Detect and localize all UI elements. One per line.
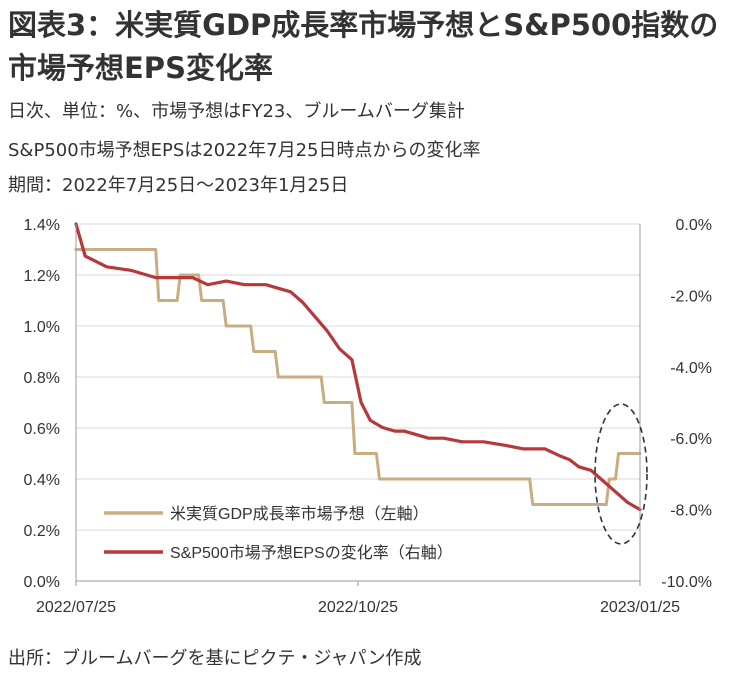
subtitle-eps-note: S&P500市場予想EPSは2022年7月25日時点からの変化率: [8, 140, 481, 161]
y-left-tick-label: 0.2%: [24, 523, 60, 540]
eps-change-line: [74, 222, 642, 512]
source-note: 出所：ブルームバーグを基にピクテ・ジャパン作成: [8, 648, 422, 669]
subtitle-units: 日次、単位：%、市場予想はFY23、ブルームバーグ集計: [8, 101, 465, 122]
y-right-tick-label: -8.0%: [670, 503, 712, 520]
y-left-tick-label: 0.8%: [24, 370, 60, 387]
axis-layer: 0.0% 0.2% 0.4% 0.6% 0.8% 1.0% 1.2% 1.4% -10.0% -8…: [24, 217, 712, 616]
y-right-tick-label: -6.0%: [670, 431, 712, 448]
series-layer: [74, 222, 642, 512]
y-right-tick-label: -4.0%: [670, 360, 712, 377]
y-right-tick-label: -2.0%: [670, 288, 712, 305]
y-left-tick-label: 1.4%: [24, 217, 60, 234]
line-chart: 0.0% 0.2% 0.4% 0.6% 0.8% 1.0% 1.2% 1.4% -10.0% -8…: [24, 217, 712, 616]
y-left-tick-label: 0.6%: [24, 421, 60, 438]
gdp-forecast-line: [74, 248, 642, 506]
legend-label-gdp: 米実質GDP成長率市場予想（左軸）: [170, 505, 429, 523]
highlight-ellipse: [594, 403, 648, 545]
legend-label-eps: S&P500市場予想EPSの変化率（右軸）: [170, 544, 453, 562]
page-title: 図表3：米実質GDP成長率市場予想とS&P500指数の市場予想EPS変化率: [8, 8, 719, 85]
x-tick-label: 2022/07/25: [36, 599, 116, 616]
y-right-tick-label: -10.0%: [661, 574, 712, 591]
y-left-tick-label: 0.4%: [24, 472, 60, 489]
legend: 米実質GDP成長率市場予想（左軸） S&P500市場予想EPSの変化率（右軸）: [104, 505, 453, 562]
y-left-tick-label: 1.2%: [24, 268, 60, 285]
x-tick-label: 2022/10/25: [318, 599, 398, 616]
subtitle-period: 期間：2022年7月25日～2023年1月25日: [8, 175, 349, 196]
y-left-tick-label: 1.0%: [24, 319, 60, 336]
x-tick-label: 2023/01/25: [600, 599, 680, 616]
y-right-tick-label: 0.0%: [676, 217, 712, 234]
y-left-tick-label: 0.0%: [24, 574, 60, 591]
